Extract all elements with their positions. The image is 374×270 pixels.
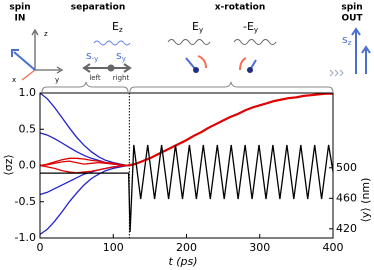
label: OUT [341, 14, 363, 24]
series-line [39, 160, 128, 167]
series-line [39, 164, 128, 174]
spin-label: s-y [86, 49, 98, 63]
brace [41, 81, 129, 93]
brace [129, 81, 334, 93]
schematic: spin IN separation x-rotation spin OUT z… [9, 3, 371, 93]
y2-tick-label: 460 [336, 191, 357, 204]
spin-label: sy [116, 49, 126, 63]
axis-name: z [44, 30, 48, 38]
y-tick-label: 1.0 [19, 86, 37, 99]
x-tick-label: 200 [176, 241, 197, 254]
x-tick-label: 400 [323, 241, 344, 254]
x-tick-label: 100 [103, 241, 124, 254]
wave [93, 40, 131, 46]
y-tick-label: -0.5 [15, 195, 36, 208]
axes-icon [11, 28, 64, 81]
x-axis-label: t (ps) [168, 255, 197, 268]
plot-frame [39, 92, 334, 239]
separation-arrows [82, 63, 132, 73]
series-line [39, 132, 128, 167]
label: IN [15, 14, 26, 24]
field-label: Ey [192, 20, 203, 34]
axis-name: y [55, 76, 59, 84]
field-label: Ez [112, 20, 123, 34]
y-tick-label: -1.0 [15, 231, 36, 244]
plot: t (ps) ⟨σz⟩ ⟨y⟩ (nm) [2, 154, 372, 268]
label: right [113, 74, 130, 82]
series-line [39, 92, 129, 167]
x-tick-label: 300 [249, 241, 270, 254]
series-line [39, 164, 128, 196]
wave [233, 39, 277, 45]
x-tick-label: 0 [37, 241, 44, 254]
y2-tick-label: 500 [336, 161, 357, 174]
series-line [39, 164, 129, 235]
axis-name: x [12, 76, 16, 84]
y-tick-label: 0.0 [19, 159, 37, 172]
y2-axis-label: ⟨y⟩ (nm) [359, 178, 372, 223]
spin-out-arrows [329, 27, 371, 77]
series-line [39, 157, 128, 167]
series-line [40, 144, 334, 232]
rotation-icons [185, 55, 257, 73]
label: spin [9, 3, 30, 13]
y-axis-label: ⟨σz⟩ [2, 154, 15, 175]
field-label: -Ey [243, 20, 258, 34]
y-tick-label: 0.5 [19, 122, 37, 135]
label: x-rotation [215, 3, 266, 13]
label: spin [341, 3, 362, 13]
label: separation [71, 3, 125, 13]
y2-tick-label: 420 [336, 222, 357, 235]
wave [167, 39, 211, 45]
spin-label: sz [342, 33, 352, 47]
label: left [89, 74, 101, 82]
